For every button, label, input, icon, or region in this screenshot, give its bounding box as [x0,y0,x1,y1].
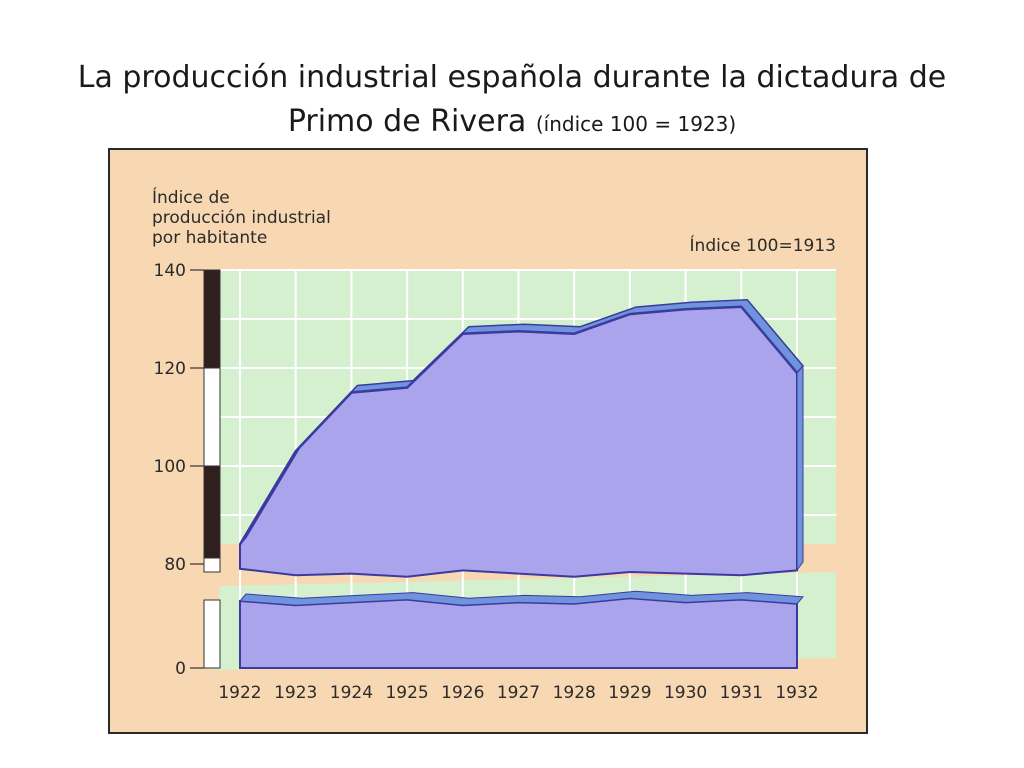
x-tick-label: 1922 [218,683,261,703]
title-line-1: La producción industrial española durant… [77,60,947,95]
x-tick-label: 1927 [497,683,540,703]
axis-bar-segment [203,269,221,369]
title-main: Primo de Rivera [287,104,527,139]
x-tick-label: 1925 [385,683,428,703]
slide-title: La producción industrial española durant… [40,56,984,146]
x-tick-label: 1931 [720,683,763,703]
axis-bar-segment [203,367,221,467]
index-note: Índice 100=1913 [689,236,836,256]
y-tick-label: 120 [154,359,186,379]
x-tick-label: 1930 [664,683,707,703]
y-axis-label-line-2: producción industrial [152,208,331,228]
data-line [238,305,798,546]
data-area-lower [239,597,798,669]
chart-figure: 0 80 100 120 140 1922 1923 1924 1925 1926 1927 1928… [108,148,868,734]
y-tick-label: 80 [164,555,186,575]
y-axis-label: Índice de producción industrial por habi… [152,188,331,248]
title-subtitle: (índice 100 = 1923) [535,112,737,136]
y-tick-label: 0 [175,659,186,679]
title-line-2: Primo de Rivera (índice 100 = 1923) [40,100,984,146]
x-tick-label: 1923 [274,683,317,703]
x-tick-label: 1926 [441,683,484,703]
chart-svg: 0 80 100 120 140 1922 1923 1924 1925 1926 1927 1928… [154,261,836,703]
axis-bar-segment [203,599,221,669]
data-area-side [796,364,804,572]
x-tick-label: 1932 [775,683,818,703]
x-tick-label: 1929 [608,683,651,703]
axis-bar-segment [203,465,221,565]
x-tick-label: 1924 [330,683,373,703]
y-tick-label: 100 [154,457,186,477]
data-area-lower-band [238,590,805,606]
y-tick-label: 140 [154,261,186,281]
y-axis-label-line-3: por habitante [152,228,268,248]
axis-bar-segment [203,557,221,573]
y-axis-label-line-1: Índice de [152,188,230,208]
x-tick-label: 1928 [553,683,596,703]
